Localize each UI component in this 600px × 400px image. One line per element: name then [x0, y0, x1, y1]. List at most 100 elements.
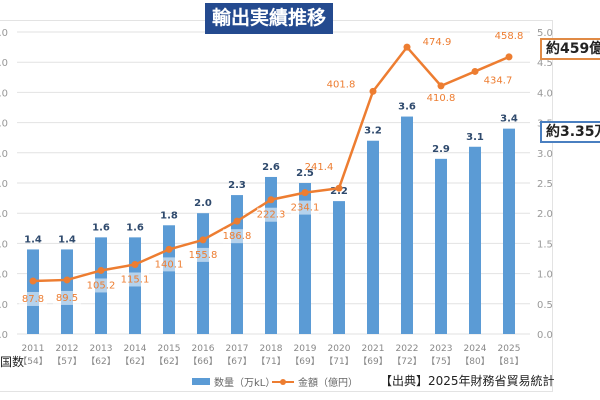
bar [435, 158, 447, 334]
amount-callout: 約459億 [540, 38, 600, 60]
bar-value-label: 1.8 [160, 210, 178, 221]
x-tick-year: 2013 [90, 344, 113, 354]
amount-point [403, 43, 411, 51]
x-tick-countries: 【62】 [86, 356, 115, 367]
x-tick-year: 2018 [260, 344, 283, 354]
left-axis-tick: 200.0 [0, 209, 8, 220]
x-tick-year: 2020 [328, 344, 351, 354]
x-tick-countries: 【71】 [256, 356, 285, 367]
amount-point [165, 245, 173, 253]
legend-line: 金額（億円） [272, 374, 358, 389]
bar-value-label: 2.9 [432, 144, 450, 155]
amount-point [63, 276, 71, 284]
legend-bar: 数量（万kL） [192, 374, 275, 389]
amount-value-label: 458.8 [495, 31, 524, 42]
x-tick-countries: 【80】 [460, 356, 489, 367]
left-axis-tick: 300.0 [0, 149, 8, 160]
countries-label: 国数 [0, 355, 25, 369]
amount-point [267, 196, 275, 204]
amount-label-bg [121, 272, 149, 287]
bar-value-label: 2.6 [262, 162, 280, 173]
amount-point [471, 67, 479, 75]
amount-value-label: 222.3 [257, 210, 286, 221]
x-tick-year: 2015 [158, 344, 181, 354]
bar-value-label: 3.1 [466, 132, 484, 143]
left-axis-tick: 0.0 [0, 330, 8, 341]
bar [197, 213, 209, 334]
left-axis-tick: 250.0 [0, 179, 8, 190]
x-tick-countries: 【54】 [18, 356, 47, 367]
amount-label-bg [189, 247, 217, 262]
amount-value-label: 155.8 [189, 250, 218, 261]
amount-point [301, 189, 309, 197]
amount-label-bg [291, 200, 319, 215]
bar-value-label: 3.4 [500, 114, 518, 125]
bar [231, 195, 243, 334]
left-axis-tick: 400.0 [0, 88, 8, 99]
x-tick-year: 2025 [498, 344, 521, 354]
amount-point [97, 266, 105, 274]
x-tick-year: 2016 [192, 344, 215, 354]
amount-value-label: 87.8 [22, 294, 44, 305]
x-tick-countries: 【57】 [52, 356, 81, 367]
right-axis-tick: 5.0 [537, 28, 553, 39]
amount-point [131, 260, 139, 268]
left-axis-tick: 500.0 [0, 28, 8, 39]
amount-point [437, 82, 445, 90]
amount-value-label: 186.8 [223, 231, 252, 242]
bar-value-label: 1.4 [24, 234, 42, 245]
x-tick-year: 2017 [226, 344, 249, 354]
legend-line-swatch [272, 378, 294, 385]
bar [333, 201, 345, 334]
legend-bar-swatch [192, 378, 210, 385]
amount-label-bg [19, 291, 47, 306]
bar-value-label: 1.6 [92, 222, 110, 233]
amount-point [29, 277, 37, 285]
x-tick-year: 2019 [294, 344, 317, 354]
right-axis-tick: 1.0 [537, 270, 553, 281]
left-axis-tick: 350.0 [0, 119, 8, 130]
amount-label-bg [257, 207, 285, 222]
right-axis-tick: 0.5 [537, 300, 553, 311]
bar-value-label: 3.2 [364, 126, 382, 137]
left-axis-tick: 50.0 [0, 300, 8, 311]
bar [163, 225, 175, 334]
bar-value-label: 2.5 [296, 168, 314, 179]
right-axis-tick: 4.0 [537, 88, 553, 99]
amount-label-bg [223, 229, 251, 244]
amount-point [233, 217, 241, 225]
amount-value-label: 401.8 [327, 79, 356, 90]
x-tick-countries: 【75】 [426, 356, 455, 367]
amount-value-label: 140.1 [155, 259, 184, 270]
left-axis-tick: 100.0 [0, 270, 8, 281]
right-axis-tick: 3.0 [537, 149, 553, 160]
bar-value-label: 1.4 [58, 234, 76, 245]
legend-bar-label: 数量（万kL） [214, 378, 276, 389]
bar [299, 183, 311, 334]
source-note: 【出典】2025年財務省貿易統計 [380, 374, 555, 388]
amount-value-label: 410.8 [427, 93, 456, 104]
amount-point [335, 184, 343, 192]
bar-value-label: 2.0 [194, 198, 212, 209]
bar [401, 116, 413, 334]
amount-label-bg [53, 290, 81, 305]
x-tick-countries: 【62】 [120, 356, 149, 367]
amount-value-label: 434.7 [484, 75, 513, 86]
x-tick-year: 2012 [56, 344, 79, 354]
quantity-callout: 約3.35万 [540, 121, 600, 143]
amount-label-bg [87, 278, 115, 293]
x-tick-countries: 【69】 [290, 356, 319, 367]
x-tick-year: 2024 [464, 344, 487, 354]
x-tick-countries: 【62】 [154, 356, 183, 367]
bar [503, 128, 515, 334]
amount-value-label: 474.9 [423, 37, 452, 48]
right-axis-tick: 4.5 [537, 58, 553, 69]
amount-point [199, 236, 207, 244]
right-axis-tick: 0.0 [537, 330, 553, 341]
x-tick-countries: 【71】 [324, 356, 353, 367]
amount-value-label: 234.1 [291, 203, 320, 214]
amount-value-label: 241.4 [305, 162, 334, 173]
x-tick-countries: 【69】 [358, 356, 387, 367]
amount-point [369, 87, 377, 95]
